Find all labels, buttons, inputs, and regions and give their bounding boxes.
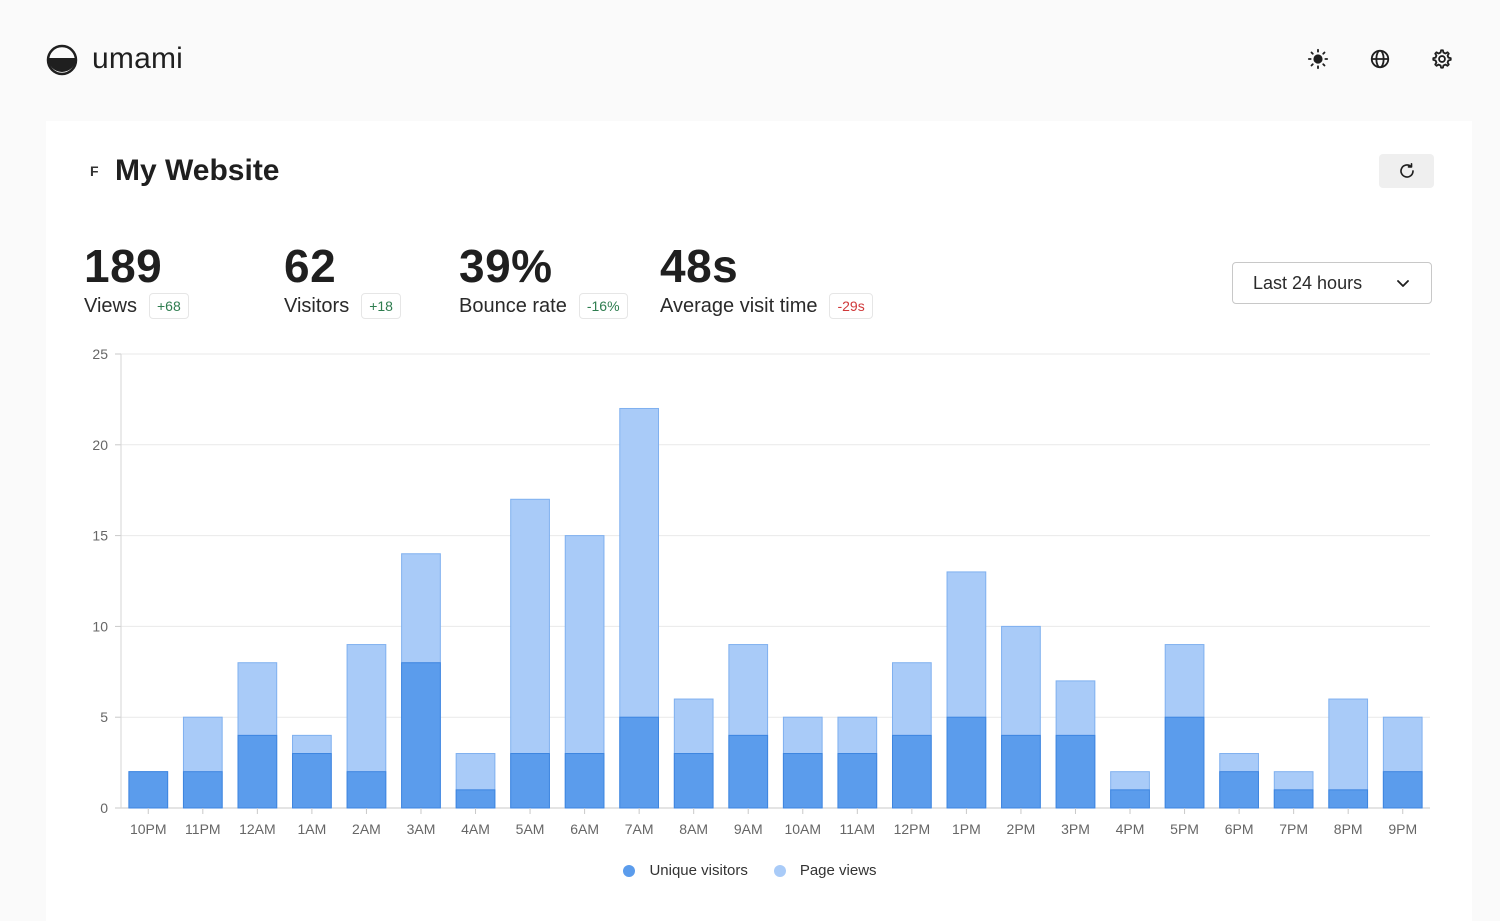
bar-unique-visitors bbox=[510, 753, 550, 809]
x-tick-label: 2PM bbox=[1007, 821, 1036, 837]
pageviews-chart: 0 5 10 15 20 25 10PM 11PM 12AM 1AM 2AM 3AM 4AM 5AM 6AM… bbox=[92, 346, 1430, 837]
legend-item-page-views[interactable]: Page views bbox=[773, 862, 877, 879]
sun-icon[interactable] bbox=[1305, 46, 1331, 72]
gear-icon[interactable] bbox=[1429, 46, 1455, 72]
x-tick-label: 3AM bbox=[407, 821, 436, 837]
bar-unique-visitors bbox=[891, 734, 932, 809]
refresh-button[interactable] bbox=[1379, 154, 1434, 188]
bar-unique-visitors bbox=[564, 753, 605, 809]
date-range-select[interactable]: Last 24 hours bbox=[1232, 262, 1432, 304]
bar-unique-visitors bbox=[619, 716, 660, 809]
metric-label: Bounce rate bbox=[459, 295, 567, 317]
x-tick-label: 12AM bbox=[239, 821, 276, 837]
x-tick-label: 2AM bbox=[352, 821, 381, 837]
metric-change-badge: -29s bbox=[829, 293, 873, 319]
x-tick-label: 8AM bbox=[679, 821, 708, 837]
y-tick-label: 25 bbox=[92, 346, 108, 362]
x-tick-label: 9AM bbox=[734, 821, 763, 837]
x-tick-label: 5PM bbox=[1170, 821, 1199, 837]
bar-unique-visitors bbox=[401, 662, 441, 809]
metric-value: 39% bbox=[459, 240, 553, 292]
x-tick-label: 3PM bbox=[1061, 821, 1090, 837]
x-tick-label: 7PM bbox=[1279, 821, 1308, 837]
globe-icon[interactable] bbox=[1367, 46, 1393, 72]
legend-item-unique-visitors[interactable]: Unique visitors bbox=[623, 862, 748, 879]
metric-visitors: 62 Visitors +18 bbox=[284, 238, 401, 320]
metric-views: 189 Views +68 bbox=[84, 238, 189, 320]
refresh-icon bbox=[1399, 163, 1414, 178]
bar-unique-visitors bbox=[1055, 734, 1096, 809]
x-tick-label: 10PM bbox=[130, 821, 167, 837]
bar-unique-visitors bbox=[1164, 716, 1205, 809]
app-header: umami bbox=[0, 0, 1500, 120]
x-tick-label: 12PM bbox=[894, 821, 931, 837]
umami-logo-icon bbox=[46, 44, 78, 76]
website-title[interactable]: My Website bbox=[115, 154, 280, 187]
bar-unique-visitors bbox=[782, 753, 823, 809]
x-tick-label: 6PM bbox=[1225, 821, 1254, 837]
x-tick-label: 11PM bbox=[185, 821, 221, 837]
bar-unique-visitors bbox=[237, 734, 278, 809]
bar-unique-visitors bbox=[1382, 771, 1423, 809]
bar-unique-visitors bbox=[1219, 771, 1259, 809]
metric-value: 189 bbox=[84, 240, 163, 292]
bar-unique-visitors bbox=[346, 771, 387, 809]
bar-unique-visitors bbox=[837, 753, 878, 809]
bar-unique-visitors bbox=[728, 734, 769, 809]
metric-value: 48s bbox=[660, 240, 739, 292]
x-tick-label: 8PM bbox=[1334, 821, 1363, 837]
x-tick-label: 11AM bbox=[840, 821, 876, 837]
legend-label: Unique visitors bbox=[649, 862, 748, 879]
bar-unique-visitors bbox=[946, 716, 987, 809]
x-tick-label: 1AM bbox=[297, 821, 326, 837]
bar-unique-visitors bbox=[182, 771, 223, 809]
legend-swatch bbox=[623, 864, 636, 877]
x-tick-label: 7AM bbox=[625, 821, 654, 837]
bar-unique-visitors bbox=[1110, 789, 1150, 809]
bar-unique-visitors bbox=[1273, 789, 1314, 809]
y-tick-label: 5 bbox=[100, 709, 108, 725]
bar-unique-visitors bbox=[1328, 789, 1369, 809]
metric-label: Visitors bbox=[284, 295, 350, 317]
metric-bounce-rate: 39% Bounce rate -16% bbox=[459, 238, 628, 320]
bar-unique-visitors bbox=[1001, 734, 1041, 809]
x-tick-label: 9PM bbox=[1388, 821, 1417, 837]
x-tick-label: 6AM bbox=[570, 821, 599, 837]
y-tick-label: 0 bbox=[100, 800, 108, 816]
metric-change-badge: -16% bbox=[578, 293, 628, 319]
x-tick-label: 1PM bbox=[952, 821, 981, 837]
metric-change-badge: +18 bbox=[361, 293, 401, 319]
y-tick-label: 15 bbox=[92, 528, 108, 544]
date-range-value: Last 24 hours bbox=[1253, 272, 1363, 293]
metric-label: Views bbox=[84, 295, 137, 317]
x-tick-label: 4AM bbox=[461, 821, 490, 837]
website-favicon: F bbox=[90, 163, 99, 179]
legend-label: Page views bbox=[799, 862, 877, 879]
y-tick-label: 10 bbox=[92, 618, 108, 634]
y-tick-label: 20 bbox=[92, 437, 108, 453]
metric-label: Average visit time bbox=[660, 295, 818, 317]
metric-average-visit-time: 48s Average visit time -29s bbox=[660, 238, 873, 320]
metric-value: 62 bbox=[284, 240, 337, 292]
x-tick-label: 4PM bbox=[1116, 821, 1145, 837]
legend-swatch bbox=[773, 864, 786, 877]
x-tick-label: 10AM bbox=[784, 821, 821, 837]
bar-unique-visitors bbox=[128, 771, 169, 809]
chart-legend: Unique visitors Page views bbox=[0, 862, 1500, 879]
bar-unique-visitors bbox=[673, 753, 714, 809]
chevron-down-icon bbox=[1397, 280, 1409, 287]
bar-unique-visitors bbox=[455, 789, 496, 809]
metric-change-badge: +68 bbox=[149, 293, 189, 319]
bar-unique-visitors bbox=[292, 753, 332, 809]
app-name: umami bbox=[92, 42, 184, 75]
x-tick-label: 5AM bbox=[516, 821, 545, 837]
